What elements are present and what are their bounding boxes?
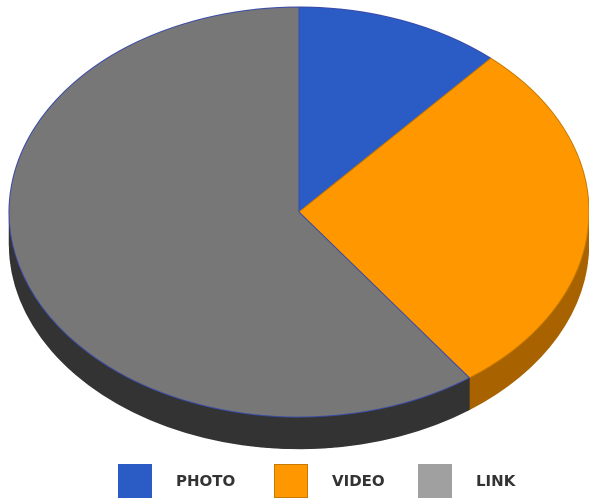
legend-swatch-photo [118, 464, 152, 498]
pie-slices [8, 6, 589, 418]
legend-item-photo: PHOTO [118, 464, 235, 498]
legend-swatch-link [418, 464, 452, 498]
legend-swatch-video [274, 464, 308, 498]
legend-label-photo: PHOTO [176, 472, 236, 490]
slice-photo [298, 6, 492, 213]
legend: PHOTO VIDEO LINK [0, 462, 589, 502]
legend-label-link: LINK [476, 472, 516, 490]
legend-label-video: VIDEO [332, 472, 385, 490]
legend-item-link: LINK [418, 464, 515, 498]
pie-chart [8, 6, 589, 450]
slice-link [8, 6, 470, 418]
legend-item-video: VIDEO [274, 464, 385, 498]
